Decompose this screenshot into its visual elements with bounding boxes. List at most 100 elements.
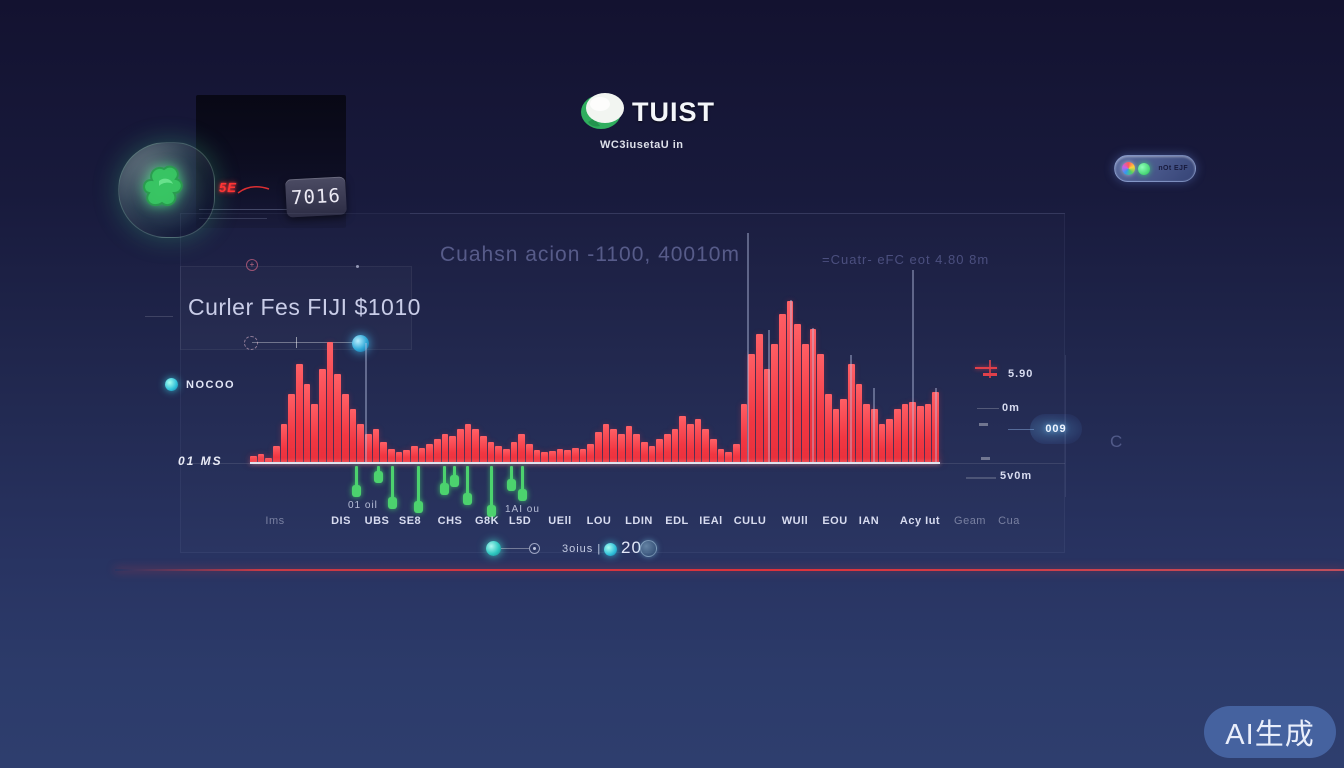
left-axis-tick [145,316,173,317]
volume-bar [503,449,510,464]
volume-bar [441,434,449,464]
volume-bar [817,354,824,464]
chart-title: Cuahsn acion -1100, 40010m [440,243,740,266]
volume-bar [250,456,257,464]
down-marker [490,466,493,512]
x-axis-label: CHS [437,515,463,527]
volume-bar [641,442,648,464]
volume-bar [894,409,901,464]
volume-bar [273,446,280,464]
price-label: Curler Fes FIJI $1010 [188,294,421,320]
status-dot-icon [1138,162,1150,175]
coin-badge-icon[interactable] [640,540,657,557]
volume-bar [602,424,610,464]
play-button[interactable] [529,543,540,554]
x-axis-label: Cua [998,515,1020,527]
volume-bar [932,392,939,464]
volume-bar [564,450,571,464]
volume-bar [648,446,656,464]
right-axis-tickline [977,408,999,409]
app-title: TUIST [632,97,715,127]
volume-bar [357,424,364,464]
volume-bar [319,369,326,464]
down-marker [391,466,394,504]
range-slider-knob[interactable] [352,335,369,352]
volume-bar [403,450,410,464]
down-marker-blob [450,475,459,487]
x-axis-label: Geam [954,515,986,527]
volume-bar [372,429,380,464]
x-axis-label: WUll [781,515,809,527]
volume-bar [411,446,418,464]
volume-bar [449,436,456,464]
down-marker-blob [487,505,496,517]
volume-bar [802,344,809,464]
wick-line [850,355,852,462]
account-pill-button[interactable]: nOt EJF [1114,155,1196,182]
wick-line [768,330,770,462]
wick-line [365,343,367,462]
down-marker-blob [374,471,383,483]
ghost-glyph: C [1110,432,1123,451]
volume-bar [365,434,372,464]
down-marker [453,466,456,482]
volume-bar [763,369,771,464]
x-axis-label: DIS [331,515,351,527]
current-price-bubble[interactable]: 009 [1030,414,1082,444]
volume-bar [840,399,847,464]
range-slider-start-handle[interactable] [244,336,258,350]
down-marker [466,466,469,500]
volume-bar [495,446,502,464]
volume-bar [526,444,533,464]
counter-badge[interactable]: 7016 [285,176,347,218]
wick-line [790,300,792,462]
wick-line [873,388,875,462]
right-axis-tick [981,457,990,460]
price-card [180,266,412,350]
x-axis-label: SE8 [398,515,422,527]
volume-bar [556,449,564,464]
down-markers-layer: 01 oil 1AI ou [250,466,940,528]
legend-item[interactable]: NOCOO [165,378,235,391]
volume-bar [418,448,426,464]
account-pill-label: nOt EJF [1158,165,1188,172]
volume-bar [380,442,387,464]
app-subtitle: WC3iusetaU in [600,139,684,151]
indicator-dot-icon [604,543,617,556]
playback-slider-knob[interactable] [486,541,501,556]
x-axis-label: LOU [586,515,612,527]
volume-bar [748,354,755,464]
interval-label: 3oius | [562,543,602,555]
volume-bar [924,404,932,464]
volume-bar [855,384,863,464]
counter-badge-value: 7016 [290,184,342,210]
range-slider-tick [296,337,297,348]
volume-bar [733,444,740,464]
legend-dot-icon [165,378,178,391]
right-axis-tickline [966,477,996,479]
volume-bar [756,334,763,464]
down-marker [521,466,524,496]
current-price-value: 009 [1045,423,1067,435]
coin-logo-icon[interactable] [118,142,215,238]
led-readout: 5E [219,180,270,195]
right-axis-label: 5.90 [1008,368,1034,380]
volume-bar [702,429,709,464]
x-axis-label: IEAl [699,515,723,527]
volume-bar [572,448,579,464]
plus-circle-icon[interactable]: + [246,259,258,271]
down-marker-blob [352,485,361,497]
bubble-pointer-line [1008,429,1034,430]
x-axis-label: L5D [508,515,532,527]
volume-bar [303,384,311,464]
volume-bar [740,404,748,464]
chart-subtitle: =Cuatr- eFC eot 4.80 8m [822,252,990,267]
volume-bar [671,429,679,464]
volume-bar [656,439,663,464]
ai-watermark: AI生成 [1204,706,1336,758]
app-logo: TUIST WC3iusetaU in [578,88,758,151]
volume-bar [664,434,671,464]
x-axis-label: UBS [364,515,390,527]
volume-bar [633,434,640,464]
